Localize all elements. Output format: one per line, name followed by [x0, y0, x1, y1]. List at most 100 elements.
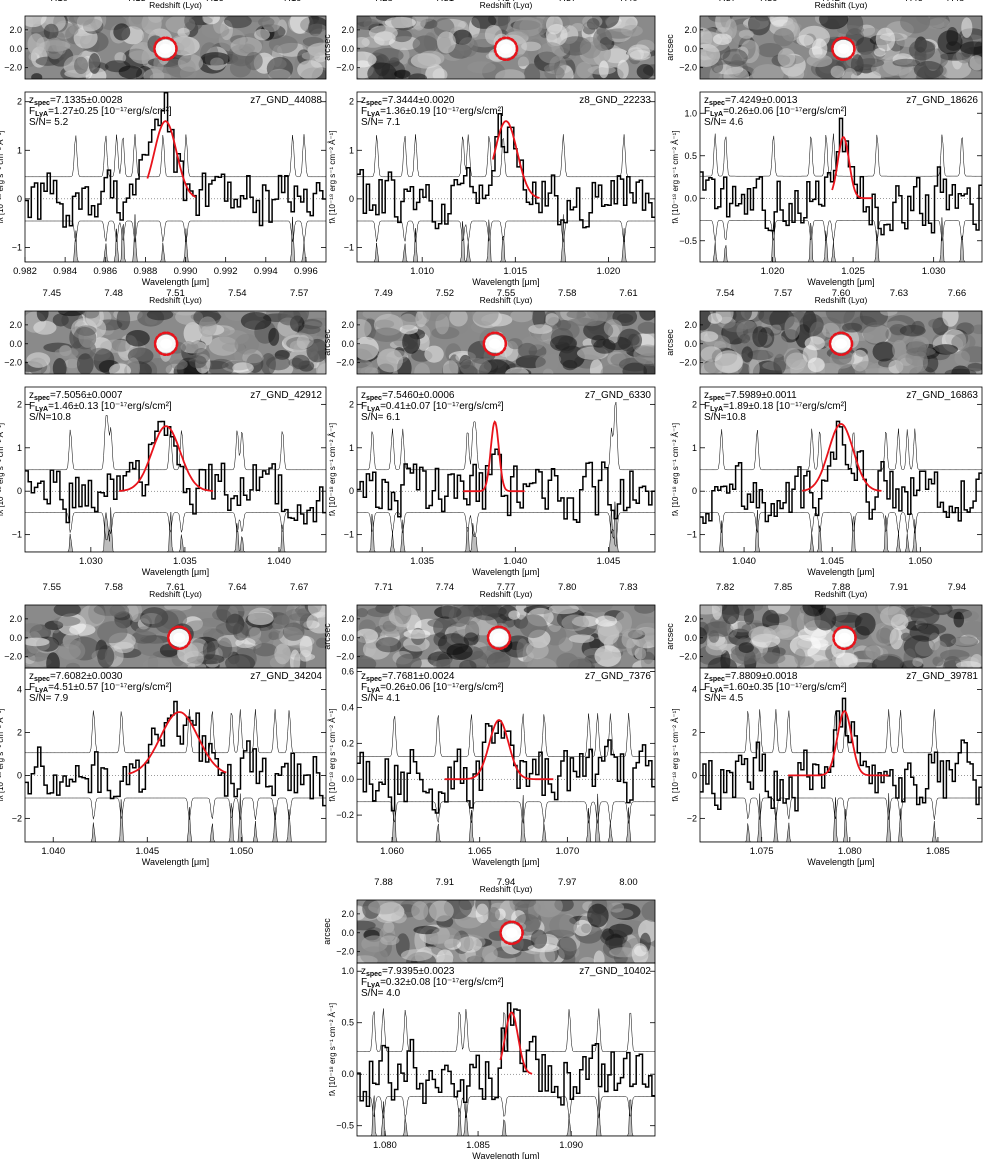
noise-blob [715, 311, 734, 324]
spec-ytick-label: −2 [12, 813, 22, 823]
noise-blob [933, 344, 958, 355]
spec-ytick-label: 0.5 [341, 1018, 354, 1028]
noise-blob [242, 352, 264, 364]
noise-blob [960, 41, 982, 55]
noise-blob [69, 623, 96, 636]
noise-blob [546, 16, 563, 35]
spec-ylabel: fλ [10⁻¹⁸ erg s⁻¹ cm⁻² Å⁻¹] [328, 1003, 337, 1096]
noise-blob [177, 27, 190, 38]
image-ytick-label: 0.0 [341, 44, 354, 54]
noise-blob [532, 311, 546, 329]
noise-blob [971, 324, 982, 335]
noise-blob [626, 636, 640, 656]
noise-blob [930, 605, 953, 615]
noise-blob [796, 34, 814, 46]
spec-ytick-label: 2 [17, 97, 22, 107]
noise-blob [889, 627, 904, 650]
image-ytick-label: 2.0 [341, 25, 354, 35]
redshift-tick-label: 7.37 [558, 0, 577, 4]
noise-blob [754, 652, 786, 665]
noise-blob [952, 636, 979, 648]
source-core [488, 338, 501, 349]
noise-blob [842, 67, 858, 79]
noise-blob [802, 605, 827, 617]
noise-blob [906, 347, 936, 357]
noise-blob [639, 311, 655, 321]
noise-blob [700, 331, 719, 342]
noise-blob [552, 320, 580, 341]
noise-blob [700, 311, 712, 331]
noise-blob [636, 64, 654, 79]
redshift-tick-label: 7.80 [558, 582, 577, 593]
spectrum-frame [699, 386, 983, 553]
noise-blob [184, 16, 204, 31]
noise-blob [730, 311, 752, 323]
source-circle [166, 625, 192, 651]
noise-blob [53, 605, 81, 617]
sn-annotation: S/N= 5.2 [29, 117, 69, 128]
noise-blob [301, 51, 320, 61]
source-circle [153, 331, 179, 357]
image-frame [699, 310, 983, 375]
noise-blob [721, 605, 740, 625]
noise-blob [544, 65, 565, 79]
noise-blob [170, 359, 188, 370]
noise-blob [45, 37, 64, 60]
noise-blob [707, 656, 738, 668]
noise-blob [360, 946, 388, 963]
redshift-tick-label: 8.00 [619, 877, 638, 888]
flux-annotation: FLyA=4.51±0.57 [10⁻¹⁷erg/s/cm²] [29, 682, 172, 694]
noise-blob [53, 616, 81, 626]
spec-ytick-label: 2 [17, 727, 22, 737]
noise-blob [961, 17, 973, 38]
spec-xtick-label: 0.990 [174, 266, 198, 277]
noise-blob [771, 323, 782, 334]
line-fit [492, 120, 540, 199]
image-ytick-label: 0.0 [684, 633, 697, 643]
spectrum-plot [25, 415, 326, 552]
redshift-tick-label: 7.66 [948, 288, 967, 299]
image-ytick-label: 2.0 [341, 909, 354, 919]
spec-ytick-label: 2 [349, 97, 354, 107]
noise-envelope-lower [357, 801, 655, 824]
noise-blob [593, 950, 605, 963]
noise-blob [128, 16, 149, 30]
spec-xtick-label: 1.035 [410, 556, 434, 567]
sn-annotation: S/N= 6.1 [361, 412, 401, 423]
noise-blob [73, 16, 95, 26]
observed-spectrum [25, 92, 326, 228]
noise-blob [629, 49, 652, 61]
noise-blob [748, 358, 760, 374]
spectrum-2d-image [25, 605, 326, 668]
spec-ylabel: fλ [10⁻¹⁸ erg s⁻¹ cm⁻² Å⁻¹] [328, 130, 337, 223]
noise-blob [297, 60, 324, 79]
noise-blob [368, 900, 400, 915]
spec-ytick-label: 0.4 [341, 702, 354, 712]
image-ytick-label: 2.0 [341, 614, 354, 624]
sky-spectrum [700, 510, 982, 552]
noise-blob [384, 16, 416, 29]
spec-ytick-label: 0 [692, 486, 697, 496]
noise-blob [622, 362, 648, 374]
source-circle [499, 920, 524, 946]
image-ytick-label: −2.0 [336, 63, 354, 73]
spec-ytick-label: 0 [17, 770, 22, 780]
sn-annotation: S/N=10.8 [704, 412, 746, 423]
noise-blob [33, 320, 57, 335]
noise-blob [783, 348, 802, 368]
observed-spectrum [700, 117, 982, 236]
spec-ytick-label: 2 [692, 727, 697, 737]
spec-xtick-label: 1.080 [373, 1140, 397, 1151]
spec-ytick-label: 1 [17, 145, 22, 155]
image-frame [24, 310, 327, 375]
noise-blob [234, 333, 259, 355]
noise-blob [545, 313, 559, 326]
noise-blob [357, 920, 376, 931]
noise-blob [93, 605, 125, 616]
noise-blob [216, 605, 245, 624]
z-spec-annotation: zspec=7.8809±0.0018 [704, 671, 798, 683]
noise-blob [146, 311, 174, 321]
image-ytick-label: 0.0 [684, 339, 697, 349]
noise-blob [436, 31, 456, 54]
flux-annotation: FLyA=1.60±0.35 [10⁻¹⁷erg/s/cm²] [704, 682, 847, 694]
